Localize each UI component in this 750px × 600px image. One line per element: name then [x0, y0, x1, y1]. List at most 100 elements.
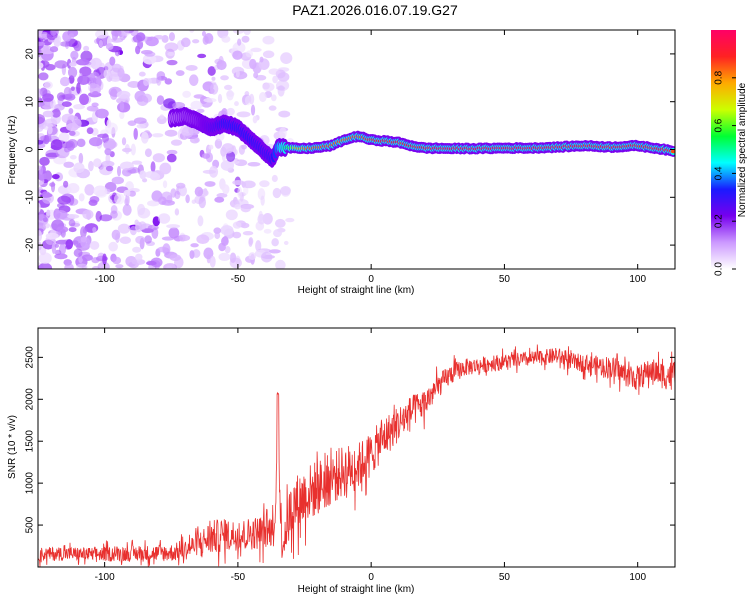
spectrogram-noise-blob [165, 265, 173, 269]
spectrogram-noise-blob [274, 218, 286, 228]
spectrogram-noise-blob [234, 101, 239, 107]
spectrogram-noise-blob [221, 35, 231, 43]
spectrogram-noise-blob [38, 265, 44, 269]
spectrogram-x-label: Height of straight line (km) [298, 285, 415, 296]
spectrogram-noise-blob [226, 151, 236, 162]
spectrogram-noise-blob [102, 133, 109, 144]
spectrogram-noise-blob [244, 91, 250, 97]
snr-x-tick-label: -50 [231, 572, 246, 583]
spectrogram-noise-blob [112, 256, 122, 265]
spectrogram-noise-blob [56, 226, 69, 233]
spectrogram-noise-blob [189, 136, 200, 144]
spectrogram-noise-blob [275, 259, 286, 269]
spectrogram-noise-blob [159, 114, 165, 120]
spectrogram-noise-blob [276, 85, 286, 91]
spectrogram-x-tick-label: -50 [231, 274, 246, 285]
spectrogram-noise-blob [220, 225, 234, 236]
spectrogram-noise-blob [189, 30, 195, 33]
spectrogram-noise-blob [196, 234, 210, 244]
spectrogram-noise-blob [46, 209, 51, 217]
spectrogram-noise-blob [78, 152, 84, 165]
spectrogram-noise-blob [235, 69, 240, 78]
spectrogram-noise-blob [222, 236, 229, 245]
spectrogram-noise-blob [93, 158, 102, 168]
spectrogram-noise-blob [255, 240, 262, 252]
spectrogram-noise-blob [233, 71, 248, 80]
spectrogram-noise-blob [167, 51, 175, 57]
spectrogram-noise-blob [65, 239, 74, 250]
spectrogram-noise-blob [181, 126, 194, 138]
spectrogram-noise-blob [130, 143, 136, 156]
spectrogram-noise-blob [249, 58, 257, 70]
spectrogram-noise-blob [45, 232, 59, 240]
spectrogram-noise-blob [92, 266, 100, 269]
colorbar-tick-label: 0.2 [714, 214, 725, 228]
spectrogram-noise-blob [38, 122, 44, 133]
snr-y-axis: 500 1000 1500 2000 2500 [25, 346, 675, 533]
spectrogram-noise-blob [44, 118, 58, 128]
spectrogram-noise-blob [49, 46, 59, 53]
spectrogram-noise-blob [247, 162, 261, 167]
colorbar-label: Normalized spectral amplitude [737, 82, 748, 217]
spectrogram-noise-blob [38, 47, 42, 58]
spectrogram-noise-blob [47, 125, 53, 135]
spectrogram-noise-blob [191, 199, 197, 204]
spectrogram-noise-blob [81, 254, 93, 261]
spectrogram-noise-blob [133, 127, 138, 140]
spectrogram-noise-blob [73, 248, 83, 258]
spectrogram-noise-blob [189, 74, 199, 86]
spectrogram-y-label: Frequency (Hz) [7, 116, 18, 185]
spectrogram-noise-blob [237, 186, 243, 199]
spectrogram-noise-blob [258, 91, 267, 103]
spectrogram-noise-blob [173, 256, 184, 269]
snr-y-tick-label: 1500 [25, 430, 36, 453]
spectrogram-noise-blob [127, 120, 137, 126]
spectrogram-noise-blob [236, 111, 251, 118]
spectrogram-noise-blob [249, 93, 255, 105]
spectrogram-noise-blob [39, 156, 50, 166]
spectrogram-noise-blob [91, 257, 100, 264]
spectrogram-noise-blob [141, 131, 149, 144]
spectrogram-noise-blob [38, 113, 46, 125]
spectrogram-noise-blob [268, 105, 277, 111]
spectrogram-noise-blob [54, 249, 62, 256]
spectrogram-noise-blob [166, 59, 178, 66]
spectrogram-noise-blob [271, 174, 278, 183]
spectrogram-noise-blob [279, 127, 287, 139]
spectrogram-noise-blob [175, 70, 185, 76]
spectrogram-noise-blob [88, 160, 94, 172]
spectrogram-noise-blob [63, 180, 69, 188]
spectrogram-noise-blob [54, 243, 60, 248]
spectrogram-noise-blob [59, 76, 70, 87]
spectrogram-noise-blob [126, 189, 131, 197]
spectrogram-noise-blob [271, 94, 277, 102]
spectrogram-noise-blob [104, 140, 118, 149]
spectrogram-noise-blob [105, 153, 111, 165]
spectrogram-noise-blob [138, 71, 146, 77]
snr-y-tick-label: 2500 [25, 346, 36, 369]
spectrogram-noise-blob [262, 35, 275, 45]
spectrogram-noise-blob [240, 222, 250, 229]
spectrogram-noise-blob [53, 37, 60, 48]
spectrogram-noise-blob [283, 240, 289, 245]
spectrogram-noise-blob [259, 56, 264, 63]
spectrogram-noise-blob [209, 83, 219, 95]
spectrogram-noise-blob [66, 140, 75, 151]
spectrogram-noise-blob [137, 203, 146, 216]
spectrogram-noise-blob [49, 98, 56, 110]
spectrogram-noise-blob [42, 217, 48, 223]
snr-frame [37, 327, 676, 568]
spectrogram-y-tick-label: -20 [25, 237, 36, 252]
snr-x-tick-label: 50 [499, 572, 511, 583]
spectrogram-noise-blob [168, 32, 175, 42]
spectrogram-noise-blob [243, 185, 249, 196]
spectrogram-noise-blob [215, 132, 225, 142]
colorbar-tick-label: 0.8 [714, 70, 725, 84]
spectrogram-noise-blob [105, 43, 114, 51]
spectrogram-noise-blob [225, 209, 238, 221]
spectrogram-noise-blob [232, 221, 242, 229]
spectrogram-noise-blob [145, 36, 159, 47]
spectrogram-noise-blob [242, 230, 254, 236]
spectrogram-noise-blob [50, 139, 63, 151]
